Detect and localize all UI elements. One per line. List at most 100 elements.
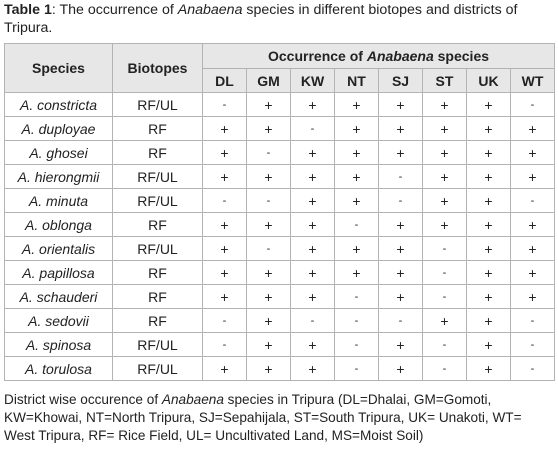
table-row: A. constricta RF/UL - + + + + + + - [4,92,556,117]
species-name: A. torulosa [4,356,113,381]
occurrence-cell-kw: + [290,140,335,165]
occurrence-cell-wt: + [509,140,556,165]
occurrence-cell-uk: + [466,308,511,333]
header-district-dl: DL [202,68,247,93]
table-row: A. schauderi RF + + + - + - + + [4,284,556,309]
occurrence-cell-sj: - [378,308,423,333]
occurrence-cell-kw: + [290,92,335,117]
species-name: A. spinosa [4,332,113,357]
group-text-before: Occurrence of [268,48,367,64]
table-row: A. minuta RF/UL - - + + - + + - [4,188,556,213]
occurrence-cell-uk: + [466,164,511,189]
occurrence-cell-gm: + [246,116,291,141]
occurrence-cell-wt: + [509,164,556,189]
species-name: A. sedovii [4,308,113,333]
biotope-value: RF [112,212,203,237]
occurrence-cell-sj: + [378,212,423,237]
occurrence-cell-sj: - [378,164,423,189]
group-text-after: species [433,48,490,64]
occurrence-cell-kw: + [290,356,335,381]
header-district-nt: NT [334,68,379,93]
occurrence-cell-wt: + [509,116,556,141]
occurrence-cell-dl: + [202,164,247,189]
header-district-gm: GM [246,68,291,93]
occurrence-cell-dl: - [202,92,247,117]
occurrence-cell-st: - [422,260,467,285]
occurrence-cell-nt: - [334,284,379,309]
occurrence-cell-dl: + [202,116,247,141]
occurrence-cell-gm: + [246,284,291,309]
caption-genus: Anabaena [177,2,243,18]
occurrence-cell-kw: + [290,332,335,357]
table-label: Table 1 [4,2,52,18]
biotope-value: RF [112,116,203,141]
occurrence-cell-st: + [422,188,467,213]
table-footnote: District wise occurence of Anabaena spec… [4,391,556,445]
occurrence-cell-uk: + [466,260,511,285]
occurrence-cell-nt: + [334,236,379,261]
occurrence-cell-gm: + [246,212,291,237]
biotope-value: RF [112,284,203,309]
header-district-wt: WT [509,68,556,93]
occurrence-cell-kw: - [290,116,335,141]
occurrence-cell-st: + [422,308,467,333]
table-row: A. orientalis RF/UL + - + + + - + + [4,236,556,261]
occurrence-cell-sj: + [378,236,423,261]
species-name: A. papillosa [4,260,113,285]
footnote-text-before: District wise occurence of [4,392,162,407]
occurrence-cell-gm: + [246,92,291,117]
occurrence-cell-st: + [422,116,467,141]
biotope-value: RF [112,140,203,165]
biotope-value: RF/UL [112,332,203,357]
species-name: A. orientalis [4,236,113,261]
occurrence-cell-dl: + [202,260,247,285]
occurrence-cell-dl: + [202,212,247,237]
occurrence-cell-sj: + [378,332,423,357]
occurrence-cell-nt: + [334,116,379,141]
occurrence-cell-kw: + [290,284,335,309]
occurrence-cell-nt: + [334,188,379,213]
occurrence-cell-kw: + [290,236,335,261]
group-genus: Anabaena [366,48,434,64]
occurrence-cell-kw: + [290,188,335,213]
table-row: A. sedovii RF - + - - - + + - [4,308,556,333]
occurrence-cell-gm: + [246,164,291,189]
biotope-value: RF [112,308,203,333]
table-row: A. papillosa RF + + + + + - + + [4,260,556,285]
table-body: A. constricta RF/UL - + + + + + + - A. duployae RF +… [4,92,556,381]
occurrence-cell-wt: - [509,308,556,333]
occurrence-cell-sj: + [378,140,423,165]
biotope-value: RF/UL [112,236,203,261]
occurrence-cell-sj: + [378,92,423,117]
footnote-text-after: species in Tripura (DL=Dhalai, GM=Gomoti… [4,392,522,443]
occurrence-cell-kw: - [290,308,335,333]
occurrence-cell-st: - [422,332,467,357]
occurrence-cell-st: - [422,236,467,261]
occurrence-cell-wt: + [509,260,556,285]
occurrence-cell-gm: + [246,332,291,357]
species-name: A. hierongmii [4,164,113,189]
occurrence-cell-gm: + [246,260,291,285]
occurrence-cell-gm: + [246,308,291,333]
occurrence-cell-dl: + [202,356,247,381]
occurrence-cell-wt: - [509,188,556,213]
occurrence-cell-nt: + [334,260,379,285]
occurrence-cell-st: + [422,164,467,189]
occurrence-cell-wt: - [509,332,556,357]
biotope-value: RF/UL [112,92,203,117]
table-caption: Table 1: The occurrence of Anabaena spec… [4,1,554,37]
occurrence-cell-nt: - [334,212,379,237]
occurrence-cell-sj: + [378,116,423,141]
occurrence-cell-sj: + [378,260,423,285]
table-row: A. torulosa RF/UL + + + - + - + - [4,356,556,381]
occurrence-cell-wt: + [509,284,556,309]
occurrence-cell-st: + [422,92,467,117]
occurrence-cell-st: - [422,356,467,381]
occurrence-cell-nt: + [334,140,379,165]
table-row: A. ghosei RF + - + + + + + + [4,140,556,165]
biotope-value: RF/UL [112,164,203,189]
occurrence-cell-dl: + [202,284,247,309]
occurrence-cell-sj: + [378,356,423,381]
occurrence-table: Species Biotopes Occurrence of Anabaena … [4,43,556,381]
occurrence-cell-kw: + [290,164,335,189]
